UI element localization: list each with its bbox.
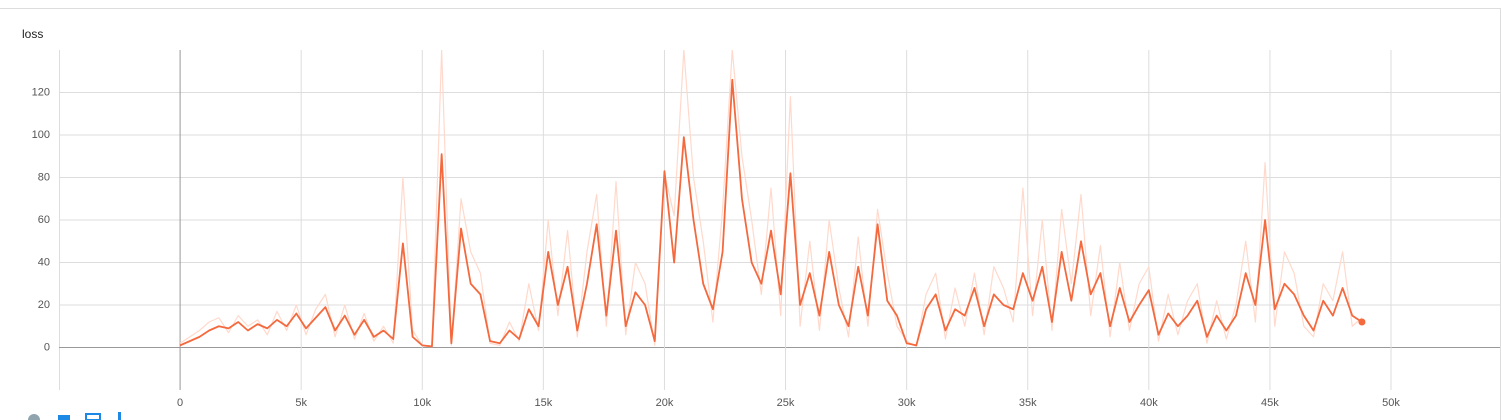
x-tick-label: 10k — [413, 397, 431, 409]
x-tick-label: 50k — [1382, 397, 1400, 409]
y-tick-label: 120 — [32, 86, 50, 98]
x-tick-label: 35k — [1019, 397, 1037, 409]
y-tick-label: 100 — [32, 129, 50, 141]
series-line — [179, 78, 1363, 348]
x-tick-label: 45k — [1261, 397, 1279, 409]
series-line — [179, 50, 1363, 348]
plot — [179, 50, 1366, 348]
toolbar — [28, 412, 121, 420]
x-tick-label: 15k — [534, 397, 552, 409]
x-tick-label: 40k — [1140, 397, 1158, 409]
icon — [85, 413, 101, 420]
grid: 0 20 40 60 80 100 120 0 5k 10k 15k 20k 25k 30k 35k 40k 4… — [32, 50, 1500, 409]
y-tick-label: 20 — [38, 299, 50, 311]
x-tick-label: 25k — [777, 397, 795, 409]
last-point — [1358, 318, 1366, 326]
icon — [58, 415, 70, 420]
icon — [118, 412, 121, 420]
x-tick-label: 0 — [177, 397, 183, 409]
x-tick-label: 20k — [656, 397, 674, 409]
x-tick-label: 30k — [898, 397, 916, 409]
y-tick-label: 0 — [44, 341, 50, 353]
x-tick-label: 5k — [295, 397, 307, 409]
y-tick-label: 60 — [38, 214, 50, 226]
icon — [28, 414, 40, 420]
y-tick-label: 80 — [38, 171, 50, 183]
chart-title: loss — [22, 27, 43, 41]
y-tick-label: 40 — [38, 256, 50, 268]
